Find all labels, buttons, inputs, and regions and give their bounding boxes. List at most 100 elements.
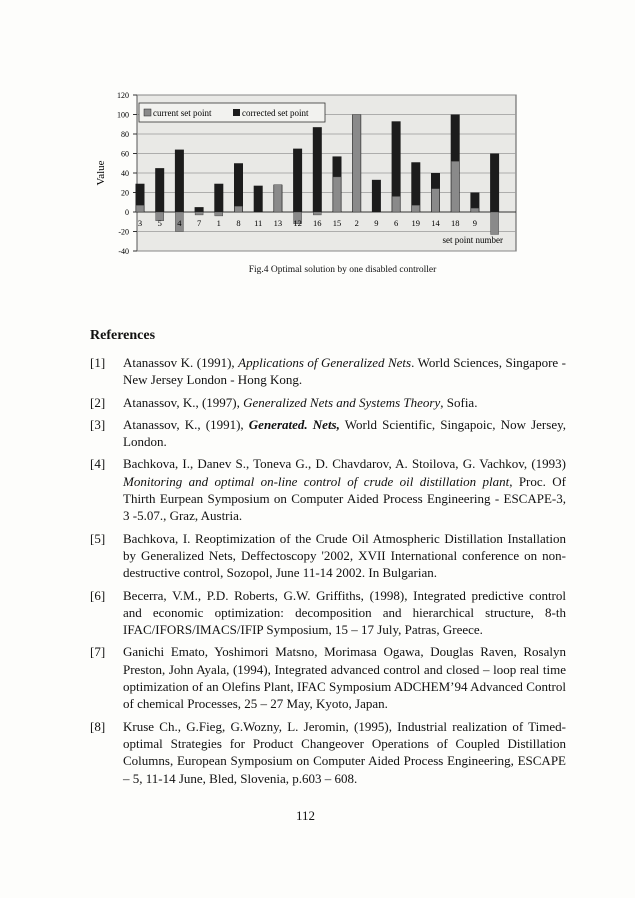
reference-title: Generalized Nets and Systems Theory (243, 394, 441, 410)
x-tick-label: 8 (236, 218, 240, 228)
y-tick-label: 60 (121, 150, 129, 159)
bar-current-set-point (214, 211, 224, 217)
reference-segment: , Sofia. (440, 394, 478, 410)
reference-segment: . World Sciences, Singapore - New Jersey… (123, 355, 566, 388)
bar-current-set-point (155, 211, 164, 221)
bar-current-set-point (332, 176, 342, 213)
reference-segment: Bachkova, I., Danev S., Toneva G., D. Ch… (123, 456, 566, 472)
bar-corrected-set-point (155, 168, 165, 212)
reference-number: [7] (90, 644, 106, 660)
reference-text: Atanassov K. (1991), Applications of Gen… (123, 354, 566, 389)
x-tick-label: 18 (451, 218, 460, 228)
legend-swatch-corrected (233, 109, 240, 116)
x-tick-label: 19 (412, 218, 421, 228)
bar-corrected-set-point (135, 183, 145, 212)
reference-text: Bachkova, I., Danev S., Toneva G., D. Ch… (123, 455, 566, 524)
bar-current-set-point (411, 204, 420, 213)
y-tick-label: -40 (118, 247, 129, 256)
bar-current-set-point (470, 207, 480, 213)
reference-item: [1] Atanassov K. (1991), Applications of … (90, 354, 566, 389)
reference-item: [8] Kruse Ch., G.Fieg, G.Wozny, L. Jeromi… (90, 718, 566, 787)
reference-item: [5] Bachkova, I. Reoptimization of the Cr… (90, 530, 566, 582)
y-tick-label: 80 (121, 130, 129, 139)
x-axis-label: set point number (443, 235, 504, 245)
reference-number: [1] (90, 355, 106, 370)
y-tick-label: 100 (117, 111, 129, 120)
reference-item: [6] Becerra, V.M., P.D. Roberts, G.W. Gri… (90, 587, 566, 639)
bar-corrected-set-point (234, 163, 243, 212)
x-tick-label: 9 (374, 218, 378, 228)
bar-corrected-set-point (293, 148, 303, 212)
legend-swatch-current (143, 108, 152, 117)
reference-number: [8] (90, 718, 106, 734)
reference-segment: Becerra, V.M., P.D. Roberts, G.W. Griffi… (123, 587, 566, 638)
x-tick-label: 15 (333, 218, 342, 228)
x-tick-label: 7 (197, 218, 201, 228)
x-tick-label: 16 (313, 218, 322, 228)
x-tick-label: 4 (177, 218, 182, 228)
reference-number: [5] (90, 530, 106, 546)
bar-current-set-point (234, 205, 243, 213)
bar-corrected-set-point (411, 162, 421, 212)
bar-current-set-point (194, 211, 204, 216)
reference-text: Becerra, V.M., P.D. Roberts, G.W. Griffi… (123, 587, 566, 639)
page-number: 112 (296, 808, 316, 823)
reference-segment: World Scientific, Singapoic, Now Jersey,… (123, 416, 566, 450)
reference-segment: Bachkova, I. Reoptimization of the Crude… (123, 530, 566, 581)
y-tick-label: 40 (121, 169, 129, 178)
figure-caption: Fig.4 Optimal solution by one disabled c… (248, 265, 437, 275)
bar-corrected-set-point (470, 192, 480, 212)
reference-segment: Ganichi Emato, Yoshimori Matsno, Morimas… (123, 644, 566, 712)
reference-segment: Kruse Ch., G.Fieg, G.Wozny, L. Jeromin, … (123, 718, 566, 786)
y-tick-label: -20 (118, 228, 129, 237)
reference-text: Ganichi Emato, Yoshimori Matsno, Morimas… (123, 643, 566, 712)
reference-title: Applications of Generalized Nets (238, 355, 412, 370)
x-tick-label: 2 (355, 218, 359, 228)
reference-segment: Atanassov K. (1991), (123, 355, 239, 370)
references-list: [1] Atanassov K. (1991), Applications of … (90, 354, 566, 792)
y-axis-label: Value (95, 160, 107, 185)
bar-current-set-point (352, 114, 361, 213)
y-tick-label: 120 (117, 91, 129, 100)
x-tick-label: 5 (158, 218, 162, 228)
reference-segment: Atanassov, K., (1991), (123, 416, 249, 432)
legend-label-corrected: corrected set point (242, 108, 309, 118)
bar-corrected-set-point (194, 207, 204, 212)
bar-corrected-set-point (174, 149, 184, 212)
reference-item: [3] Atanassov, K., (1991), Generated. Net… (90, 416, 566, 451)
bar-corrected-set-point (391, 121, 401, 212)
bar-current-set-point (490, 211, 499, 235)
bar-current-set-point (431, 188, 440, 213)
reference-title: Monitoring and optimal on-line control o… (123, 473, 510, 489)
reference-item: [2] Atanassov, K., (1997), Generalized Ne… (90, 394, 566, 411)
reference-number: [6] (90, 587, 106, 603)
bar-current-set-point (273, 184, 283, 213)
bar-current-set-point (451, 161, 460, 213)
x-tick-label: 13 (274, 218, 283, 228)
x-tick-label: 3 (138, 218, 142, 228)
reference-item: [4] Bachkova, I., Danev S., Toneva G., D.… (90, 455, 566, 524)
reference-segment: , Proc. Of Thirth Eurpean Symposium on C… (123, 473, 566, 524)
bar-current-set-point (391, 196, 401, 213)
reference-segment: Atanassov, K., (1997), (123, 394, 244, 410)
y-tick-label: 0 (125, 208, 129, 217)
x-tick-label: 14 (431, 218, 440, 228)
reference-number: [2] (90, 394, 106, 410)
y-tick-label: 20 (121, 189, 129, 198)
reference-text: Kruse Ch., G.Fieg, G.Wozny, L. Jeromin, … (123, 718, 566, 787)
bar-corrected-set-point (253, 185, 263, 212)
legend (138, 102, 326, 123)
x-tick-label: 12 (293, 218, 302, 228)
reference-number: [3] (90, 416, 106, 432)
references-heading: References (90, 328, 156, 343)
bar-current-set-point (313, 211, 322, 216)
bar-current-set-point (293, 211, 302, 224)
bar-corrected-set-point (312, 127, 322, 212)
bar-current-set-point (175, 211, 184, 232)
reference-item: [7] Ganichi Emato, Yoshimori Matsno, Mori… (90, 643, 566, 712)
bar-corrected-set-point (214, 183, 224, 212)
bar-corrected-set-point (490, 153, 500, 212)
bar-corrected-set-point (371, 179, 381, 212)
reference-text: Atanassov, K., (1997), Generalized Nets … (123, 394, 566, 411)
